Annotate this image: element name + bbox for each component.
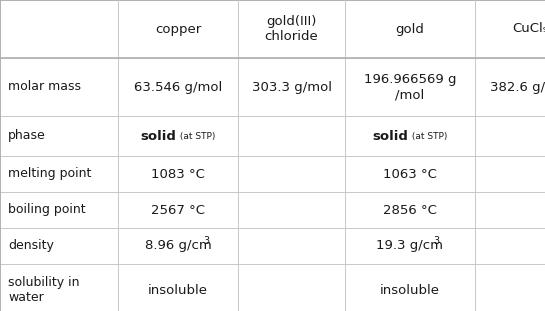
Text: insoluble: insoluble bbox=[380, 284, 440, 296]
Text: melting point: melting point bbox=[8, 168, 92, 180]
Text: (at STP): (at STP) bbox=[177, 132, 215, 142]
Text: copper: copper bbox=[155, 22, 201, 35]
Text: 2567 °C: 2567 °C bbox=[151, 203, 205, 216]
Text: 63.546 g/mol: 63.546 g/mol bbox=[134, 81, 222, 94]
Text: insoluble: insoluble bbox=[148, 284, 208, 296]
Text: CuCl₉: CuCl₉ bbox=[512, 22, 545, 35]
Text: solubility in
water: solubility in water bbox=[8, 276, 80, 304]
Text: phase: phase bbox=[8, 129, 46, 142]
Text: gold: gold bbox=[396, 22, 425, 35]
Text: 303.3 g/mol: 303.3 g/mol bbox=[251, 81, 331, 94]
Text: 1063 °C: 1063 °C bbox=[383, 168, 437, 180]
Text: molar mass: molar mass bbox=[8, 81, 81, 94]
Text: 196.966569 g
/mol: 196.966569 g /mol bbox=[364, 73, 456, 101]
Text: solid: solid bbox=[372, 129, 408, 142]
Text: 3: 3 bbox=[433, 236, 439, 246]
Text: gold(III)
chloride: gold(III) chloride bbox=[265, 15, 318, 43]
Text: (at STP): (at STP) bbox=[409, 132, 447, 142]
Text: 19.3 g/cm: 19.3 g/cm bbox=[377, 239, 444, 253]
Text: 3: 3 bbox=[203, 236, 209, 246]
Text: boiling point: boiling point bbox=[8, 203, 86, 216]
Text: solid: solid bbox=[140, 129, 176, 142]
Text: 382.6 g/mol: 382.6 g/mol bbox=[490, 81, 545, 94]
Text: 1083 °C: 1083 °C bbox=[151, 168, 205, 180]
Text: 2856 °C: 2856 °C bbox=[383, 203, 437, 216]
Text: density: density bbox=[8, 239, 54, 253]
Text: 8.96 g/cm: 8.96 g/cm bbox=[144, 239, 211, 253]
